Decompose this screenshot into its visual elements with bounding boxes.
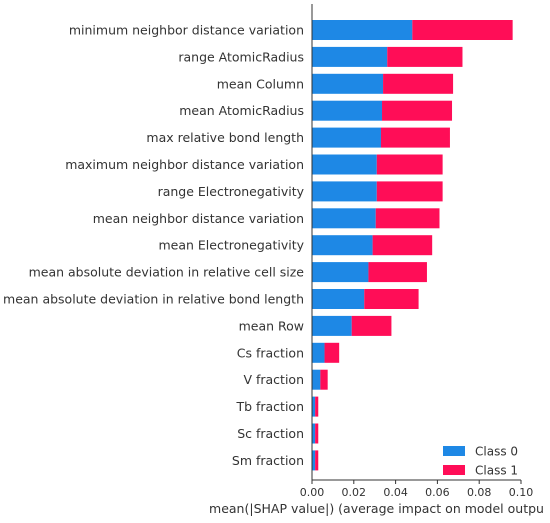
bar-class-1-max-relative-bond-length [380,127,450,148]
bar-class-0-max-relative-bond-length [312,127,381,148]
x-tick-label: 0.10 [509,486,534,499]
bar-class-1-sm-fraction [315,450,319,471]
feature-label-v-fraction: V fraction [243,372,304,387]
bar-class-0-mean-neighbor-distance-variation [312,208,376,229]
bar-class-0-cs-fraction [312,342,325,363]
bar-class-0-minimum-neighbor-distance-variation [312,20,413,40]
bar-class-0-mean-row [312,315,352,336]
feature-label-mean-absolute-deviation-in-relative-bond-length: mean absolute deviation in relative bond… [3,292,304,307]
bar-class-1-mean-absolute-deviation-in-relative-cell-size [368,262,427,283]
bar-class-0-v-fraction [312,369,321,390]
bar-class-0-range-electronegativity [312,181,377,202]
bar-class-1-mean-atomicradius [382,100,453,121]
bars-group [312,20,513,471]
feature-label-mean-neighbor-distance-variation: mean neighbor distance variation [93,211,304,226]
bar-class-1-v-fraction [320,369,328,390]
feature-label-maximum-neighbor-distance-variation: maximum neighbor distance variation [65,157,304,172]
bar-class-0-mean-absolute-deviation-in-relative-bond-length [312,289,365,309]
feature-label-mean-absolute-deviation-in-relative-cell-size: mean absolute deviation in relative cell… [29,265,305,280]
legend-label-class-0: Class 0 [475,445,518,459]
x-tick-label: 0.06 [425,486,450,499]
x-axis-label: mean(|SHAP value|) (average impact on mo… [209,501,544,516]
feature-label-max-relative-bond-length: max relative bond length [146,130,304,145]
feature-label-sc-fraction: Sc fraction [237,426,304,441]
bar-class-0-range-atomicradius [312,46,388,67]
bar-class-0-mean-column [312,73,384,94]
bar-class-1-mean-neighbor-distance-variation [375,208,440,229]
bar-class-0-maximum-neighbor-distance-variation [312,154,377,175]
bar-class-0-mean-absolute-deviation-in-relative-cell-size [312,262,369,283]
bar-class-0-sc-fraction [312,423,316,444]
bar-class-1-tb-fraction [315,396,319,417]
feature-label-mean-atomicradius: mean AtomicRadius [179,103,304,118]
legend-swatch-class-0 [443,446,465,456]
bar-class-1-maximum-neighbor-distance-variation [376,154,443,175]
feature-label-range-atomicradius: range AtomicRadius [178,49,304,64]
bar-class-1-mean-row [351,315,392,336]
bar-class-1-minimum-neighbor-distance-variation [412,20,513,40]
bar-class-1-mean-electronegativity [372,235,433,256]
bar-class-1-range-atomicradius [387,46,463,67]
feature-label-tb-fraction: Tb fraction [235,399,304,414]
legend-swatch-class-1 [443,465,465,475]
bar-class-0-tb-fraction [312,396,316,417]
legend-label-class-1: Class 1 [475,464,518,478]
feature-label-range-electronegativity: range Electronegativity [158,184,305,199]
bar-class-1-range-electronegativity [376,181,443,202]
x-ticks-group: 0.00 0.02 0.04 0.06 0.08 0.10 [300,480,534,499]
x-tick-label: 0.00 [300,486,325,499]
feature-label-mean-electronegativity: mean Electronegativity [158,238,304,253]
bar-class-0-mean-electronegativity [312,235,373,256]
x-tick-label: 0.02 [342,486,367,499]
feature-label-minimum-neighbor-distance-variation: minimum neighbor distance variation [69,23,304,38]
legend: Class 0 Class 1 [443,445,518,478]
bar-class-1-sc-fraction [315,423,319,444]
x-tick-label: 0.04 [383,486,408,499]
x-tick-label: 0.08 [467,486,492,499]
bar-class-1-cs-fraction [324,342,340,363]
bar-class-1-mean-column [383,73,454,94]
feature-label-cs-fraction: Cs fraction [237,345,304,360]
feature-label-sm-fraction: Sm fraction [232,453,304,468]
feature-label-mean-column: mean Column [217,76,304,91]
feature-labels-group: minimum neighbor distance variation range… [3,23,305,468]
feature-label-mean-row: mean Row [239,318,304,333]
bar-class-0-mean-atomicradius [312,100,383,121]
bar-class-0-sm-fraction [312,450,316,471]
bar-class-1-mean-absolute-deviation-in-relative-bond-length [364,289,419,309]
